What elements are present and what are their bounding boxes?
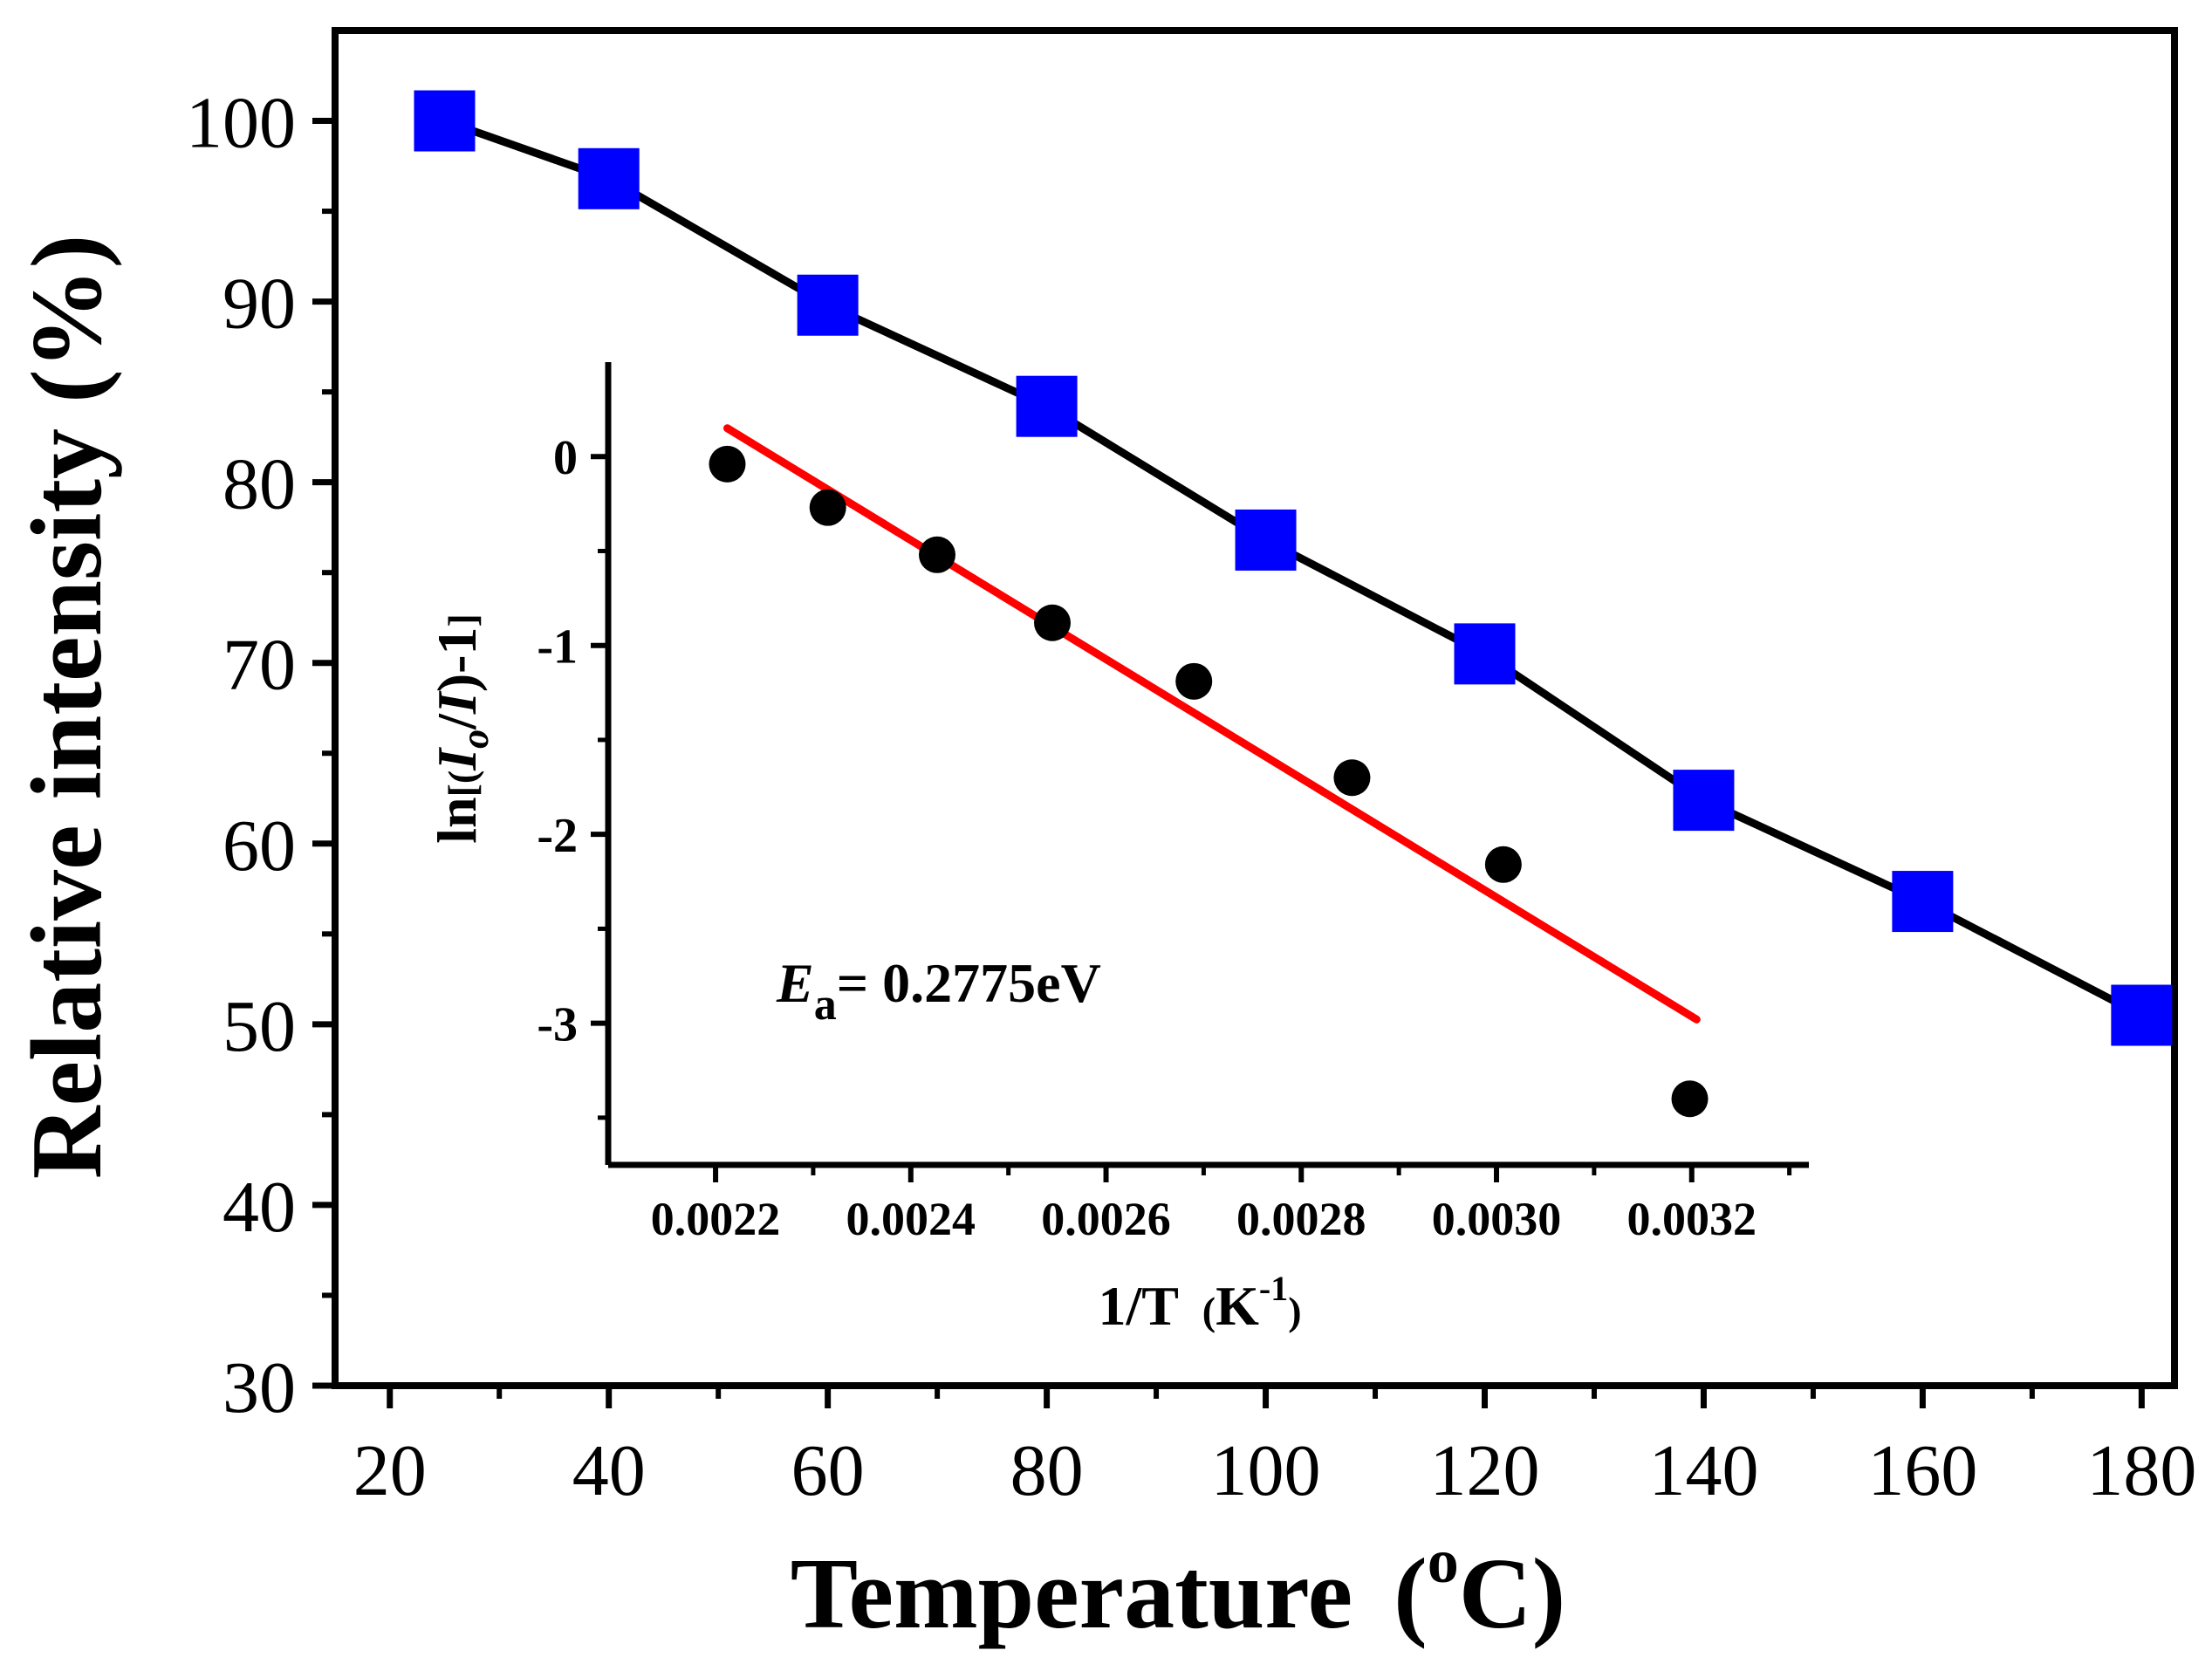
main-y-tick-label: 50 xyxy=(223,986,296,1067)
inset-x-tick-label: 0.0032 xyxy=(1627,1193,1757,1245)
main-plot-frame xyxy=(332,27,2178,1389)
main-y-tick-label: 70 xyxy=(223,625,296,706)
inset-x-axis-label: 1/T (K-1) xyxy=(1098,1269,1301,1337)
inset-y-tick-label: -3 xyxy=(537,998,578,1052)
main-x-tick-label: 80 xyxy=(1010,1430,1084,1511)
main-data-point xyxy=(797,274,859,336)
main-x-tick-label: 20 xyxy=(353,1430,427,1511)
main-x-tick-label: 180 xyxy=(2086,1430,2196,1511)
inset-x-tick-label: 0.0024 xyxy=(846,1193,976,1245)
inset-x-tick-label: 0.0028 xyxy=(1236,1193,1366,1245)
main-series xyxy=(414,90,2173,1046)
main-y-tick-label: 100 xyxy=(186,83,296,164)
main-x-tick-label: 100 xyxy=(1211,1430,1321,1511)
inset-x-tick-label: 0.0026 xyxy=(1041,1193,1171,1245)
inset-axes xyxy=(605,362,1809,1168)
main-y-axis-label: Relative intensity (%) xyxy=(11,235,123,1179)
inset-data-point xyxy=(919,536,956,573)
main-data-point xyxy=(578,147,640,209)
main-x-tick-label: 140 xyxy=(1648,1430,1758,1511)
main-x-tick-label: 60 xyxy=(791,1430,865,1511)
main-data-point xyxy=(1454,623,1516,685)
inset-data-point xyxy=(1671,1080,1709,1118)
inset-annotation: Ea= 0.2775eV xyxy=(776,952,1101,1030)
inset-axis-tick-labels: 0.0022 0.0024 0.0026 0.0028 0.0030 0.0032 0 -1 -… xyxy=(537,431,1757,1245)
main-data-point xyxy=(1892,871,1954,933)
inset-data-point xyxy=(1333,759,1371,797)
main-x-axis-label: Temperature (oC) xyxy=(791,1526,1565,1650)
inset-y-tick-label: 0 xyxy=(553,431,578,485)
inset-y-tick-label: -2 xyxy=(537,809,578,863)
inset-x-tick-label: 0.0030 xyxy=(1432,1193,1562,1245)
main-data-point xyxy=(414,90,476,152)
inset-data-point xyxy=(1175,662,1213,700)
main-data-point xyxy=(2111,984,2173,1046)
inset-series xyxy=(709,424,1709,1118)
inset-y-tick-label: -1 xyxy=(537,620,578,675)
main-y-tick-label: 90 xyxy=(223,264,296,345)
main-data-point xyxy=(1235,509,1297,571)
inset-y-axis-label: ln[(Io/I)-1] xyxy=(426,613,497,844)
main-x-tick-label: 160 xyxy=(1867,1430,1977,1511)
main-y-tick-label: 80 xyxy=(223,444,296,525)
inset-data-point xyxy=(1484,846,1522,883)
inset-fit-line xyxy=(722,424,1701,1024)
main-y-tick-label: 30 xyxy=(223,1347,296,1428)
inset-axis-ticks xyxy=(591,454,1792,1182)
main-data-point xyxy=(1673,770,1735,832)
main-y-tick-label: 40 xyxy=(223,1167,296,1248)
inset-data-point xyxy=(709,445,746,483)
main-data-point xyxy=(1016,375,1078,437)
inset-x-tick-label: 0.0022 xyxy=(651,1193,781,1245)
inset-data-point xyxy=(809,489,846,526)
inset-data-point xyxy=(1034,604,1072,641)
main-x-tick-label: 40 xyxy=(572,1430,646,1511)
main-axis-tick-labels: 20 40 60 80 100 120 140 160 180 30 40 50 60 70 80 90 100 xyxy=(186,83,2196,1511)
main-y-tick-label: 60 xyxy=(223,805,296,887)
main-x-tick-label: 120 xyxy=(1430,1430,1540,1511)
main-axis-ticks xyxy=(312,118,2145,1408)
